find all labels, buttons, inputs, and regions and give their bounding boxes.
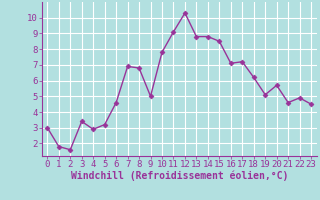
- X-axis label: Windchill (Refroidissement éolien,°C): Windchill (Refroidissement éolien,°C): [70, 171, 288, 181]
